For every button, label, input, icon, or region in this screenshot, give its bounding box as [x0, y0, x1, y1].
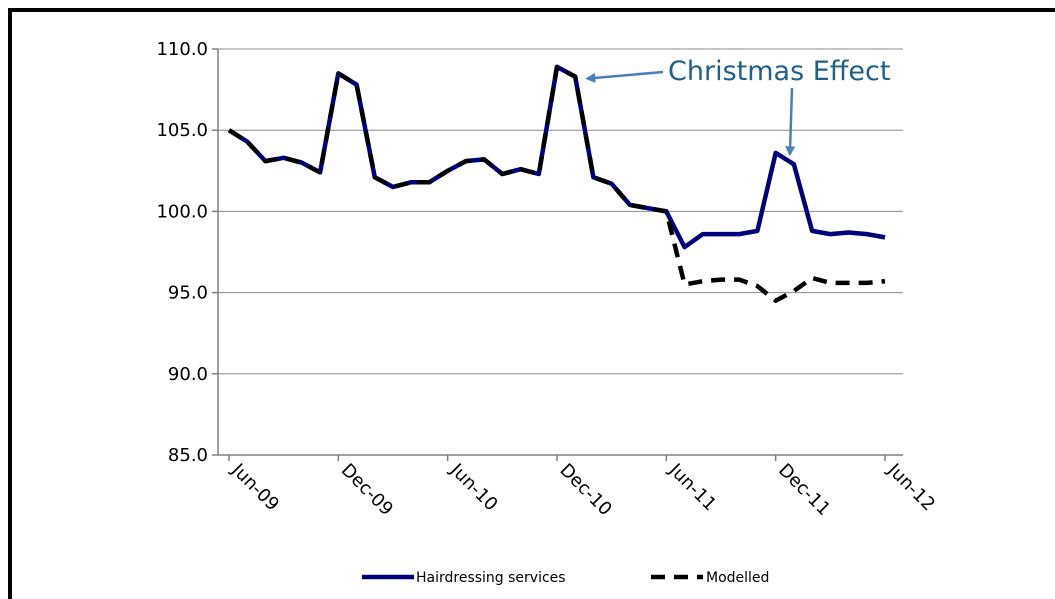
series-line-modelled	[227, 64, 886, 303]
y-tick-label: 95.0	[168, 283, 208, 304]
x-tick-label: Dec-11	[774, 460, 834, 520]
series-lines	[227, 64, 886, 303]
legend-label-modelled: Modelled	[706, 570, 769, 586]
chart-frame	[8, 8, 1055, 599]
series-line-hairdressing	[227, 64, 886, 250]
annotation: Christmas Effect	[585, 56, 890, 157]
x-tick-label: Jun-11	[664, 459, 720, 515]
x-tick-label: Jun-10	[445, 459, 501, 515]
x-tick-label: Dec-09	[337, 460, 397, 520]
y-tick-label: 105.0	[156, 120, 208, 141]
annotation-label: Christmas Effect	[668, 56, 890, 87]
annotation-arrow-dec-10	[585, 70, 664, 83]
x-tick-label: Jun-09	[227, 459, 283, 515]
x-tick-label: Jun-12	[883, 459, 939, 515]
gridlines	[218, 48, 903, 375]
y-tick-label: 90.0	[168, 364, 208, 385]
legend-label-hairdressing: Hairdressing services	[416, 570, 566, 586]
y-tick-label: 100.0	[156, 201, 208, 222]
annotation-arrow-dec-11	[785, 87, 796, 157]
x-tick-label: Dec-10	[555, 460, 615, 520]
y-tick-label: 85.0	[168, 445, 208, 466]
y-tick-label: 110.0	[156, 39, 208, 60]
axes	[212, 48, 903, 461]
legend: Hairdressing services Modelled	[362, 570, 769, 586]
y-tick-labels: 85.0 90.0 95.0 100.0 105.0 110.0	[156, 39, 208, 466]
x-tick-labels: Jun-09 Dec-09 Jun-10 Dec-10 Jun-11 Dec-11 Jun-…	[227, 459, 939, 520]
